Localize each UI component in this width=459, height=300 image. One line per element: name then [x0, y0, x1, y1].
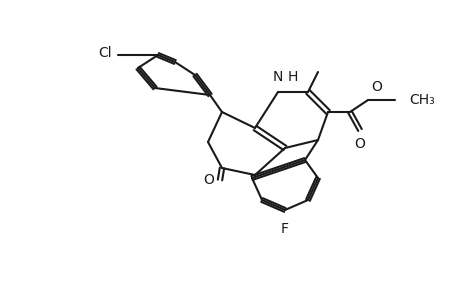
Text: O: O	[203, 173, 213, 187]
Text: Cl: Cl	[98, 46, 112, 60]
Text: O: O	[354, 137, 364, 151]
Text: CH₃: CH₃	[408, 93, 434, 107]
Text: N: N	[272, 70, 283, 84]
Text: F: F	[280, 222, 288, 236]
Text: H: H	[287, 70, 298, 84]
Text: O: O	[370, 80, 381, 94]
